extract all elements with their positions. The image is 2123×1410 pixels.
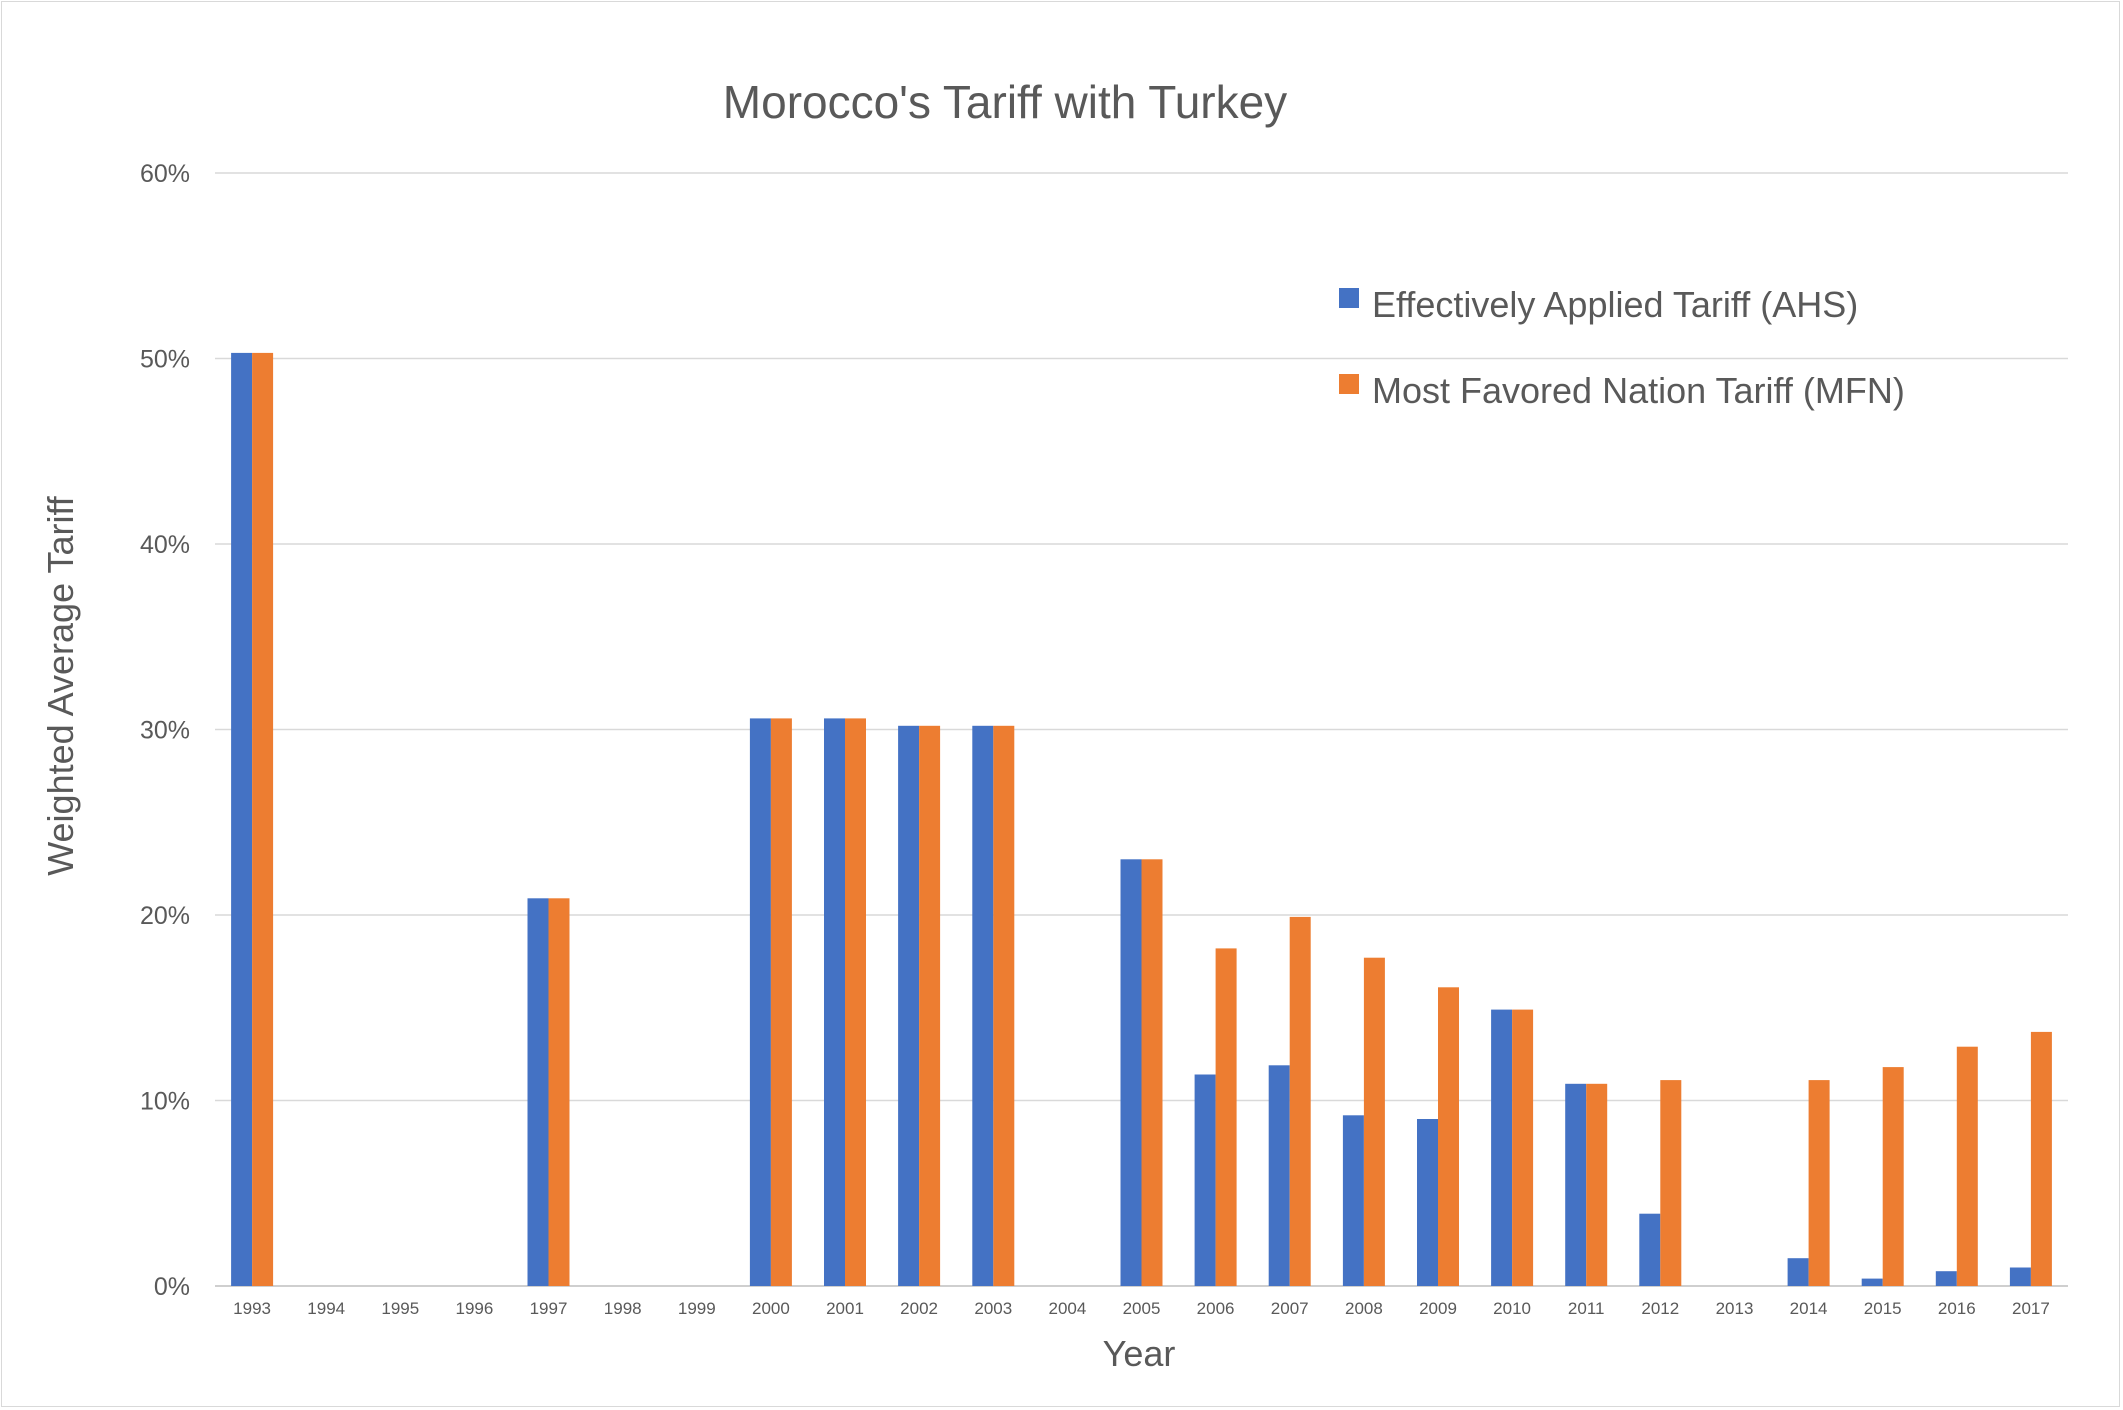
bar-mfn-2002 xyxy=(919,725,941,1286)
bar-mfn-2011 xyxy=(1586,1083,1608,1286)
x-tick-label: 2015 xyxy=(1864,1299,1902,1318)
bar-ahs-1993 xyxy=(231,352,253,1286)
bar-mfn-2005 xyxy=(1141,859,1163,1286)
x-tick-label: 2007 xyxy=(1271,1299,1309,1318)
bar-mfn-1997 xyxy=(548,898,570,1286)
legend-swatch xyxy=(1339,288,1359,308)
legend: Effectively Applied Tariff (AHS) Most Fav… xyxy=(1339,284,1905,411)
bars xyxy=(231,352,2052,1286)
x-tick-label: 2016 xyxy=(1938,1299,1976,1318)
bar-ahs-2008 xyxy=(1342,1115,1364,1286)
x-tick-label: 1994 xyxy=(307,1299,345,1318)
x-tick-label: 1997 xyxy=(530,1299,568,1318)
bar-ahs-2000 xyxy=(749,718,771,1286)
bar-ahs-2009 xyxy=(1417,1119,1438,1286)
x-tick-label: 2017 xyxy=(2012,1299,2050,1318)
y-tick-label: 0% xyxy=(154,1273,190,1301)
x-tick-label: 2005 xyxy=(1123,1299,1161,1318)
y-tick-label: 50% xyxy=(140,346,190,374)
bar-ahs-2010 xyxy=(1491,1009,1513,1286)
legend-label: Most Favored Nation Tariff (MFN) xyxy=(1372,370,1905,411)
bar-ahs-2001 xyxy=(824,718,845,1286)
bar-mfn-2001 xyxy=(845,718,866,1286)
x-tick-label: 1993 xyxy=(233,1299,271,1318)
x-tick-label: 2008 xyxy=(1345,1299,1383,1318)
bar-ahs-2011 xyxy=(1565,1083,1587,1286)
bar-ahs-2017 xyxy=(2009,1267,2031,1286)
bar-mfn-2000 xyxy=(770,718,792,1286)
x-tick-label: 1998 xyxy=(604,1299,642,1318)
legend-label: Effectively Applied Tariff (AHS) xyxy=(1372,284,1858,325)
x-axis-ticks: 1993 1994 1995 1996 1997 1998 1999 2000 2001 2002… xyxy=(233,1299,2050,1318)
bar-mfn-1993 xyxy=(252,352,274,1286)
bar-ahs-2007 xyxy=(1268,1065,1290,1286)
bar-mfn-2016 xyxy=(1956,1046,1978,1286)
bar-mfn-2015 xyxy=(1882,1067,1904,1286)
bar-ahs-1997 xyxy=(527,898,549,1286)
bar-mfn-2010 xyxy=(1512,1009,1534,1286)
bar-mfn-2017 xyxy=(2030,1031,2052,1286)
bar-ahs-2006 xyxy=(1194,1074,1216,1286)
x-tick-label: 2014 xyxy=(1790,1299,1828,1318)
x-axis-title: Year xyxy=(1103,1333,1176,1374)
x-tick-label: 1996 xyxy=(455,1299,493,1318)
x-tick-label: 2013 xyxy=(1716,1299,1754,1318)
bar-ahs-2003 xyxy=(972,725,994,1286)
bar-ahs-2012 xyxy=(1639,1213,1661,1286)
x-tick-label: 2012 xyxy=(1641,1299,1679,1318)
x-tick-label: 2006 xyxy=(1197,1299,1235,1318)
x-tick-label: 2011 xyxy=(1568,1299,1605,1318)
x-tick-label: 2003 xyxy=(974,1299,1012,1318)
y-tick-label: 30% xyxy=(140,717,190,745)
bar-mfn-2008 xyxy=(1363,957,1385,1286)
bar-ahs-2002 xyxy=(898,725,920,1286)
y-tick-label: 60% xyxy=(140,160,190,188)
legend-swatch xyxy=(1339,374,1359,394)
x-tick-label: 2001 xyxy=(826,1299,864,1318)
y-tick-label: 20% xyxy=(140,902,190,930)
bar-ahs-2014 xyxy=(1787,1258,1809,1286)
y-tick-label: 10% xyxy=(140,1088,190,1116)
x-tick-label: 2004 xyxy=(1048,1299,1086,1318)
x-tick-label: 1995 xyxy=(381,1299,419,1318)
bar-mfn-2006 xyxy=(1215,948,1237,1286)
bar-mfn-2014 xyxy=(1808,1080,1830,1286)
gridlines xyxy=(215,172,2068,1287)
bar-ahs-2005 xyxy=(1120,859,1142,1286)
bar-ahs-2015 xyxy=(1861,1278,1883,1286)
y-axis-ticks: 0% 10% 20% 30% 40% 50% 60% xyxy=(140,160,190,1301)
x-tick-label: 2000 xyxy=(752,1299,790,1318)
y-axis-title: Weighted Average Tariff xyxy=(40,495,81,876)
chart-title: Morocco's Tariff with Turkey xyxy=(723,76,1287,128)
x-tick-label: 2002 xyxy=(900,1299,938,1318)
bar-ahs-2016 xyxy=(1935,1271,1957,1286)
bar-mfn-2009 xyxy=(1438,987,1459,1286)
bar-mfn-2007 xyxy=(1289,916,1311,1286)
y-tick-label: 40% xyxy=(140,531,190,559)
x-tick-label: 1999 xyxy=(678,1299,716,1318)
bar-mfn-2012 xyxy=(1660,1080,1682,1286)
bar-mfn-2003 xyxy=(993,725,1015,1286)
x-tick-label: 2009 xyxy=(1419,1299,1457,1318)
x-tick-label: 2010 xyxy=(1493,1299,1531,1318)
